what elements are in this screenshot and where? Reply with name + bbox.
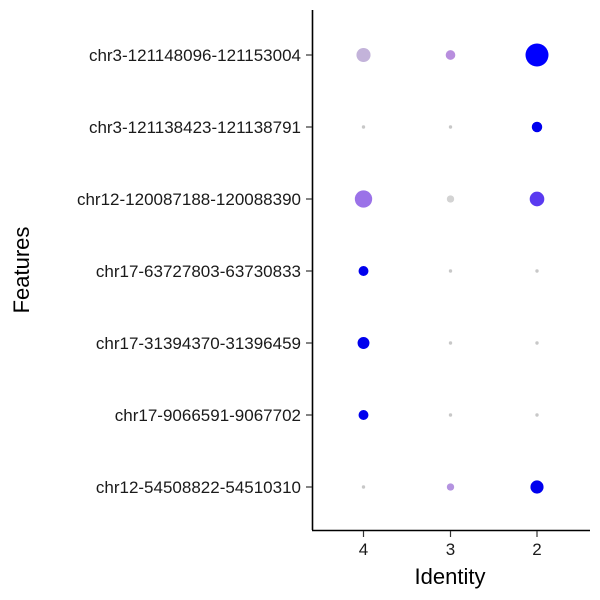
dot-point xyxy=(361,125,366,129)
dot-point xyxy=(535,341,539,345)
dot-point xyxy=(529,191,545,207)
dot-point xyxy=(446,195,455,203)
dot-point xyxy=(535,413,539,417)
x-ticks-layer: 4 3 2 xyxy=(359,531,542,559)
dot-point xyxy=(354,190,373,208)
x-tick-label: 4 xyxy=(359,540,368,559)
x-axis-title: Identity xyxy=(415,564,486,589)
dot-point xyxy=(357,337,370,349)
dot-point xyxy=(448,413,453,417)
dot-point xyxy=(361,485,366,489)
y-tick-label: chr17-31394370-31396459 xyxy=(96,334,301,353)
dot-point xyxy=(535,269,539,273)
dot-point xyxy=(448,125,453,129)
dot-point xyxy=(448,269,453,273)
dot-point xyxy=(358,410,369,420)
dot-point xyxy=(448,341,453,345)
dot-point xyxy=(525,43,549,67)
axes-layer xyxy=(311,10,590,532)
dot-point xyxy=(356,47,371,63)
y-tick-label: chr12-54508822-54510310 xyxy=(96,478,301,497)
y-tick-label: chr3-121138423-121138791 xyxy=(89,118,301,137)
dot-point xyxy=(446,483,455,491)
dot-point xyxy=(531,121,543,133)
y-axis-title: Features xyxy=(9,227,34,314)
points-layer xyxy=(354,43,549,494)
y-ticks-layer: chr3-121148096-121153004 chr3-121138423-1… xyxy=(77,46,312,497)
dot-point xyxy=(445,50,456,60)
dot-point xyxy=(358,266,369,276)
y-tick-label: chr12-120087188-120088390 xyxy=(77,190,301,209)
y-tick-label: chr17-9066591-9067702 xyxy=(115,406,301,425)
dot-point xyxy=(530,480,544,494)
y-tick-label: chr17-63727803-63730833 xyxy=(96,262,301,281)
x-tick-label: 2 xyxy=(532,540,541,559)
y-tick-label: chr3-121148096-121153004 xyxy=(89,46,301,65)
x-tick-label: 3 xyxy=(446,540,455,559)
